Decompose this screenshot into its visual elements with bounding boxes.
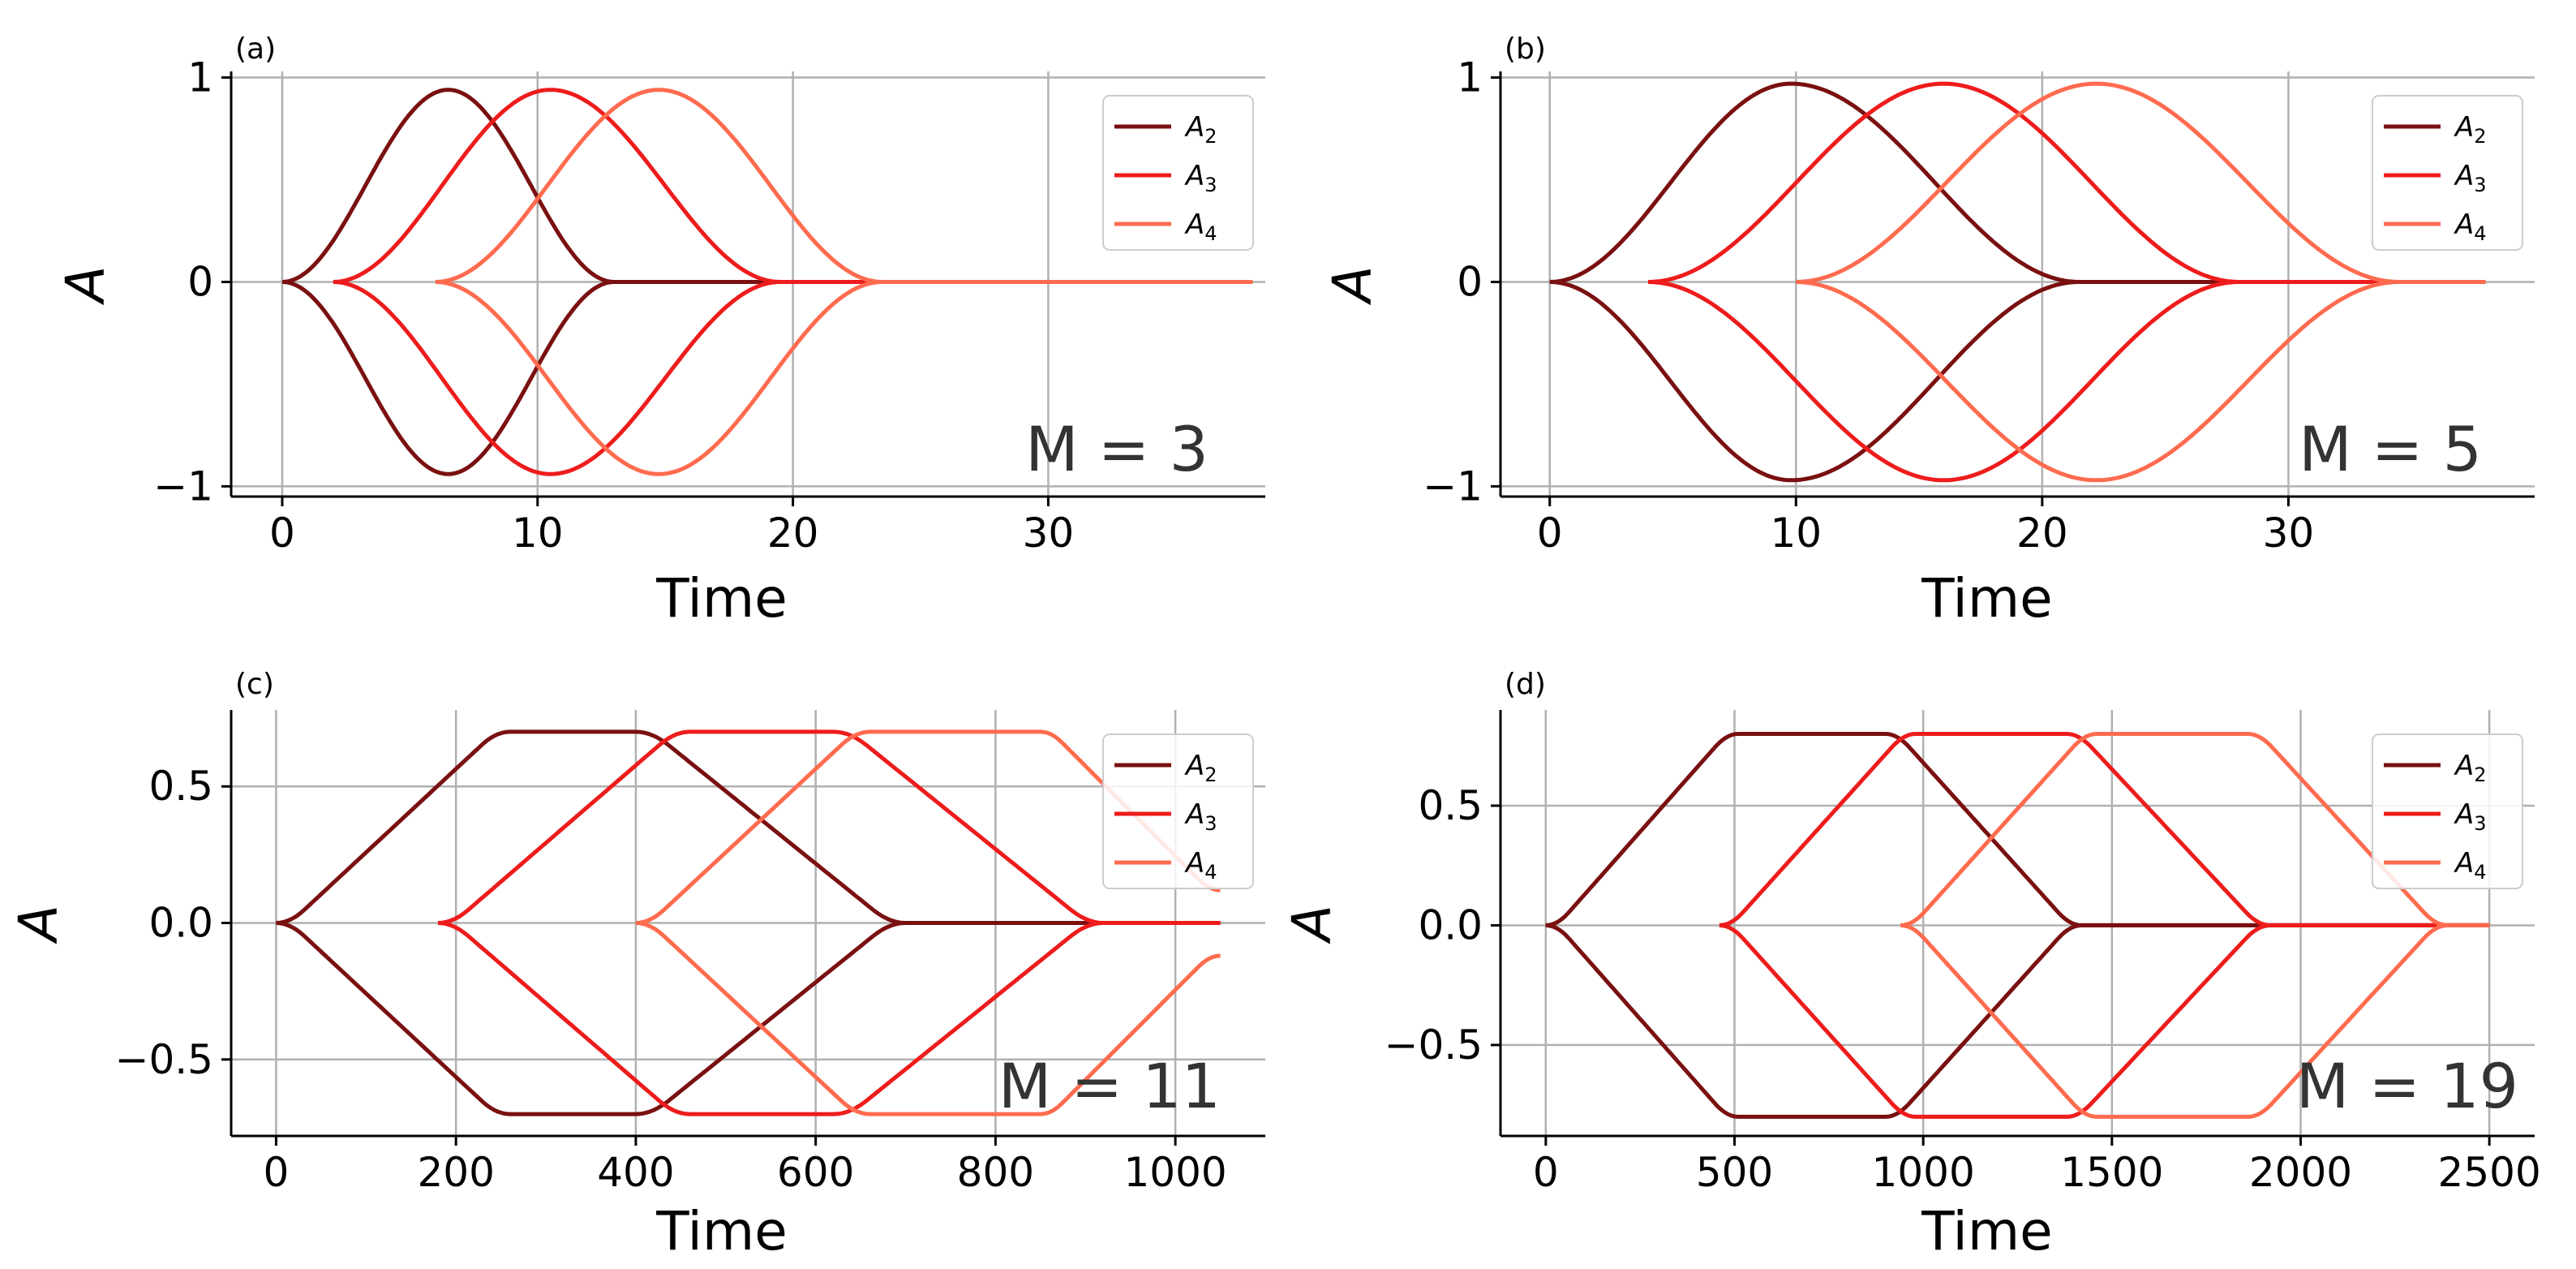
x-tick-label: 0 — [1533, 1149, 1559, 1196]
x-tick-label: 400 — [597, 1149, 674, 1196]
series-line-a2-lower — [1545, 923, 2490, 1119]
x-tick-label: 200 — [417, 1149, 494, 1196]
legend-subscript: 4 — [1204, 222, 1217, 245]
series-line-a4-lower — [435, 280, 1253, 476]
legend-subscript: 4 — [2474, 222, 2486, 245]
x-tick-label: 0 — [1537, 510, 1563, 557]
y-axis-label: A — [1281, 905, 1343, 944]
x-axis-label: Time — [655, 567, 788, 630]
y-tick-label: −1 — [153, 462, 213, 510]
panel-label: (d) — [1505, 668, 1546, 701]
x-tick-label: 0 — [264, 1149, 290, 1196]
series-line-a3-lower — [1648, 280, 2486, 483]
series-line-a3-lower — [437, 921, 1221, 1116]
panel-label: (a) — [235, 32, 276, 66]
legend-subscript: 3 — [1204, 174, 1217, 196]
chart-panel-c: 0 200 400 600 800 1000 −0.5 0.0 0.5 (c) Time A M = 1… — [7, 668, 1265, 1263]
x-tick-label: 500 — [1696, 1149, 1773, 1196]
chart-panel-d: 0 500 1000 1500 2000 2500 −0.5 0.0 0.5 (d) Time A M … — [1281, 668, 2541, 1263]
x-tick-label: 0 — [269, 510, 295, 557]
legend-subscript: 2 — [1204, 764, 1217, 786]
x-tick-label: 800 — [957, 1149, 1034, 1196]
legend-subscript: 3 — [1204, 812, 1217, 835]
x-tick-label: 2000 — [2249, 1149, 2352, 1196]
x-tick-label: 600 — [777, 1149, 854, 1196]
x-tick-label: 2500 — [2438, 1149, 2541, 1196]
series-line-a3-upper — [1648, 81, 2486, 284]
series-line-a4-lower — [635, 921, 1221, 1116]
legend-subscript: 3 — [2474, 174, 2486, 196]
m-annotation: M = 5 — [2299, 413, 2482, 485]
legend-label-a3: A3 — [2454, 798, 2487, 835]
x-axis-label: Time — [1921, 1200, 2053, 1263]
y-tick-label: 0.0 — [1418, 901, 1483, 949]
panel-label: (c) — [235, 668, 274, 701]
legend-subscript: 2 — [1204, 125, 1217, 148]
legend-box — [2372, 733, 2523, 889]
series-line-a4-lower — [1900, 923, 2491, 1119]
x-tick-label: 1500 — [2060, 1149, 2163, 1196]
x-tick-label: 30 — [1023, 510, 1075, 557]
x-tick-label: 20 — [767, 510, 819, 557]
legend-box — [2372, 95, 2523, 251]
y-tick-label: 1 — [187, 54, 213, 101]
x-tick-label: 10 — [512, 510, 564, 557]
series-line-a2-lower — [276, 921, 1221, 1116]
y-tick-label: 0.5 — [148, 763, 213, 810]
x-axis-label: Time — [1921, 567, 2053, 630]
y-axis-label: A — [7, 905, 70, 944]
y-axis-label: A — [1321, 265, 1384, 305]
y-tick-label: −1 — [1423, 462, 1483, 510]
legend-subscript: 4 — [1204, 861, 1217, 884]
series-line-a3-lower — [1719, 923, 2490, 1119]
y-tick-label: 1 — [1457, 54, 1483, 101]
series-line-a4-lower — [1796, 280, 2486, 483]
y-tick-label: −0.5 — [1385, 1022, 1483, 1069]
legend-label-a2: A2 — [2454, 750, 2487, 786]
x-tick-label: 30 — [2263, 510, 2315, 557]
legend-subscript: 2 — [2474, 764, 2486, 786]
legend-box — [1102, 95, 1254, 251]
y-tick-label: 0.5 — [1418, 782, 1483, 829]
x-axis-label: Time — [655, 1200, 788, 1263]
y-tick-label: 0 — [187, 258, 213, 305]
m-annotation: M = 11 — [998, 1050, 1221, 1122]
y-tick-label: 0 — [1457, 258, 1483, 305]
x-tick-label: 20 — [2016, 510, 2068, 557]
y-tick-label: −0.5 — [115, 1036, 213, 1083]
x-tick-label: 10 — [1770, 510, 1822, 557]
m-annotation: M = 3 — [1025, 413, 1209, 485]
x-tick-label: 1000 — [1872, 1149, 1975, 1196]
legend-subscript: 4 — [2474, 861, 2486, 884]
x-tick-label: 1000 — [1124, 1149, 1227, 1196]
y-tick-label: 0.0 — [148, 900, 213, 947]
legend-box — [1102, 733, 1254, 889]
y-axis-label: A — [54, 265, 117, 305]
m-annotation: M = 19 — [2296, 1050, 2518, 1122]
panel-label: (b) — [1505, 32, 1546, 66]
legend-subscript: 3 — [2474, 812, 2486, 835]
legend-subscript: 2 — [2474, 125, 2486, 148]
